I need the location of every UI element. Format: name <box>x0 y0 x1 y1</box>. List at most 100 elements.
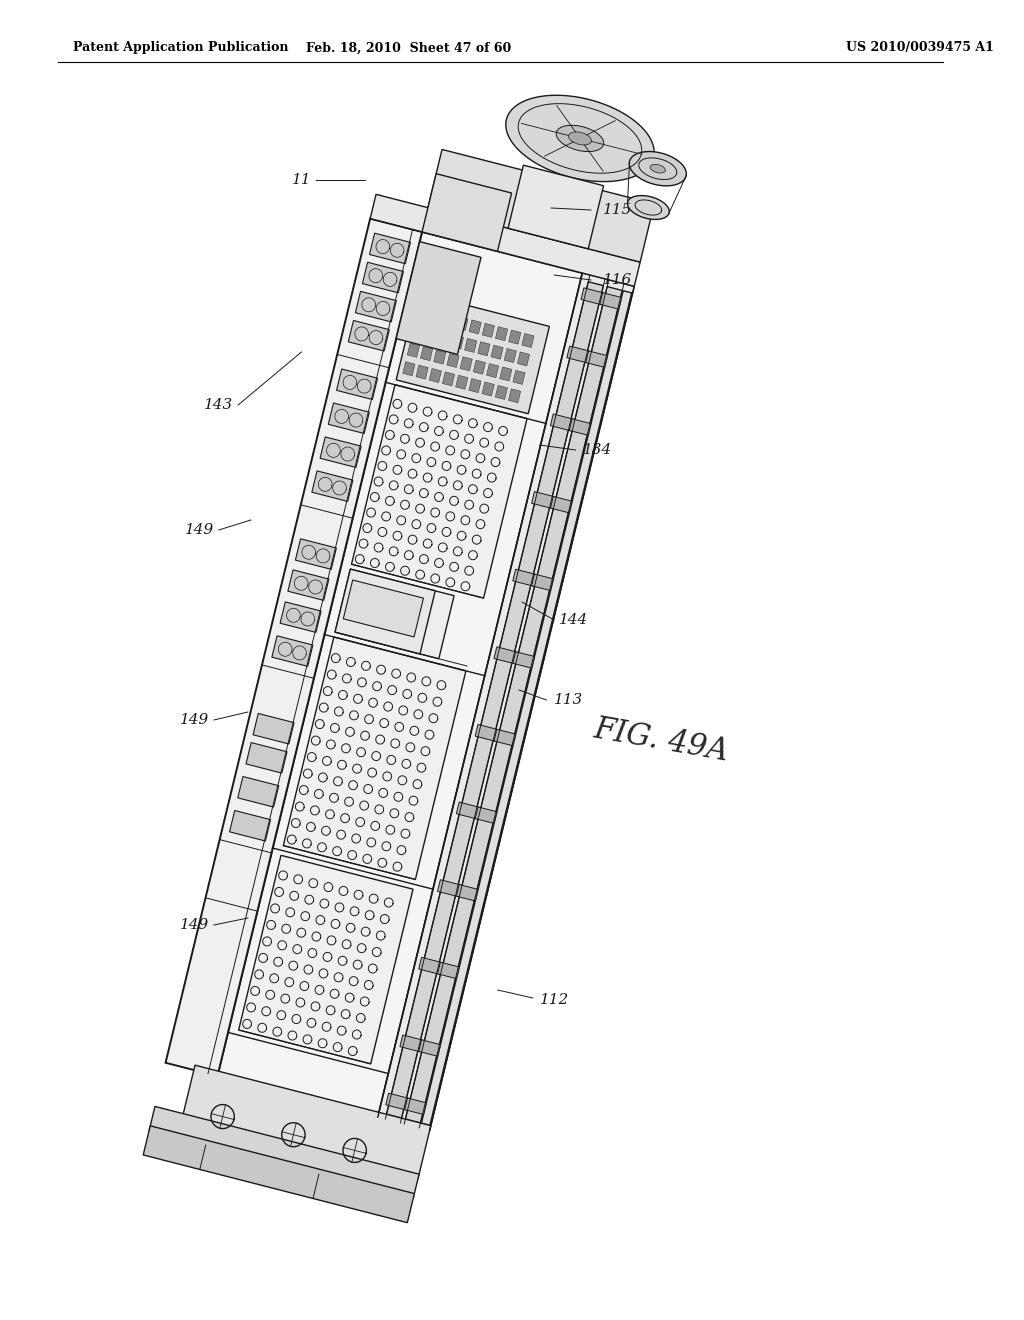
Polygon shape <box>351 384 527 598</box>
Polygon shape <box>412 325 424 339</box>
Polygon shape <box>442 372 455 385</box>
Polygon shape <box>513 371 525 384</box>
Polygon shape <box>457 803 480 818</box>
Polygon shape <box>513 569 537 586</box>
Polygon shape <box>494 647 517 664</box>
Polygon shape <box>460 356 472 371</box>
Polygon shape <box>182 1065 431 1179</box>
Polygon shape <box>166 219 422 1076</box>
Polygon shape <box>348 321 389 351</box>
Polygon shape <box>386 1093 410 1110</box>
Polygon shape <box>531 574 553 590</box>
Polygon shape <box>217 232 583 1117</box>
Polygon shape <box>465 338 477 352</box>
Polygon shape <box>482 381 495 396</box>
Polygon shape <box>400 1035 424 1052</box>
Polygon shape <box>469 319 481 334</box>
Polygon shape <box>478 342 490 356</box>
Polygon shape <box>438 331 451 346</box>
Text: 143: 143 <box>204 399 233 412</box>
Text: Patent Application Publication: Patent Application Publication <box>73 41 289 54</box>
Polygon shape <box>442 313 455 327</box>
Polygon shape <box>329 403 370 433</box>
Polygon shape <box>428 149 654 263</box>
Polygon shape <box>469 379 481 392</box>
Polygon shape <box>508 165 603 248</box>
Polygon shape <box>343 579 424 638</box>
Polygon shape <box>586 351 607 367</box>
Polygon shape <box>581 288 604 305</box>
Polygon shape <box>281 602 322 632</box>
Polygon shape <box>513 652 535 668</box>
Polygon shape <box>551 414 574 430</box>
Text: 11: 11 <box>292 173 311 187</box>
Polygon shape <box>551 496 572 513</box>
Polygon shape <box>500 367 512 381</box>
Polygon shape <box>496 326 508 341</box>
Polygon shape <box>482 323 495 338</box>
Polygon shape <box>446 354 459 367</box>
Polygon shape <box>143 1126 415 1222</box>
Polygon shape <box>504 348 516 363</box>
Polygon shape <box>416 366 428 379</box>
Polygon shape <box>496 385 508 400</box>
Polygon shape <box>335 569 454 659</box>
Polygon shape <box>239 855 413 1064</box>
Polygon shape <box>396 242 481 354</box>
Polygon shape <box>494 730 516 746</box>
Polygon shape <box>568 132 592 145</box>
Polygon shape <box>486 363 499 378</box>
Polygon shape <box>419 1040 440 1056</box>
Text: 149: 149 <box>184 523 214 537</box>
Polygon shape <box>475 807 497 824</box>
Text: Feb. 18, 2010  Sheet 47 of 60: Feb. 18, 2010 Sheet 47 of 60 <box>306 41 511 54</box>
Polygon shape <box>246 743 287 774</box>
Text: 116: 116 <box>603 273 632 286</box>
Polygon shape <box>506 95 654 182</box>
Text: 112: 112 <box>540 993 568 1007</box>
Polygon shape <box>429 368 441 383</box>
Polygon shape <box>386 281 603 1118</box>
Polygon shape <box>457 884 478 902</box>
Polygon shape <box>531 491 555 508</box>
Polygon shape <box>370 194 640 286</box>
Polygon shape <box>408 343 420 358</box>
Polygon shape <box>272 636 313 667</box>
Polygon shape <box>452 335 464 348</box>
Polygon shape <box>370 234 411 264</box>
Polygon shape <box>567 346 591 363</box>
Polygon shape <box>600 293 622 309</box>
Polygon shape <box>378 273 634 1130</box>
Polygon shape <box>321 437 361 467</box>
Polygon shape <box>295 539 337 569</box>
Polygon shape <box>490 345 503 359</box>
Polygon shape <box>437 879 461 896</box>
Polygon shape <box>650 165 666 173</box>
Polygon shape <box>509 330 521 345</box>
Polygon shape <box>421 347 433 360</box>
Polygon shape <box>429 310 441 323</box>
Polygon shape <box>422 290 632 1126</box>
Polygon shape <box>437 962 460 978</box>
Polygon shape <box>456 375 468 389</box>
Polygon shape <box>253 713 294 744</box>
Polygon shape <box>425 329 437 342</box>
Polygon shape <box>422 174 512 251</box>
Polygon shape <box>288 570 329 601</box>
Text: 134: 134 <box>584 444 612 457</box>
Text: 115: 115 <box>603 203 632 216</box>
Polygon shape <box>419 957 442 974</box>
Polygon shape <box>150 1106 419 1199</box>
Polygon shape <box>238 776 279 807</box>
Polygon shape <box>355 292 396 322</box>
Polygon shape <box>509 389 520 403</box>
Polygon shape <box>402 362 415 376</box>
Text: 149: 149 <box>180 713 209 727</box>
Polygon shape <box>569 418 591 436</box>
Polygon shape <box>312 471 353 502</box>
Polygon shape <box>416 306 428 321</box>
Polygon shape <box>362 263 403 293</box>
Polygon shape <box>434 350 445 364</box>
Polygon shape <box>629 152 686 186</box>
Polygon shape <box>404 1098 426 1114</box>
